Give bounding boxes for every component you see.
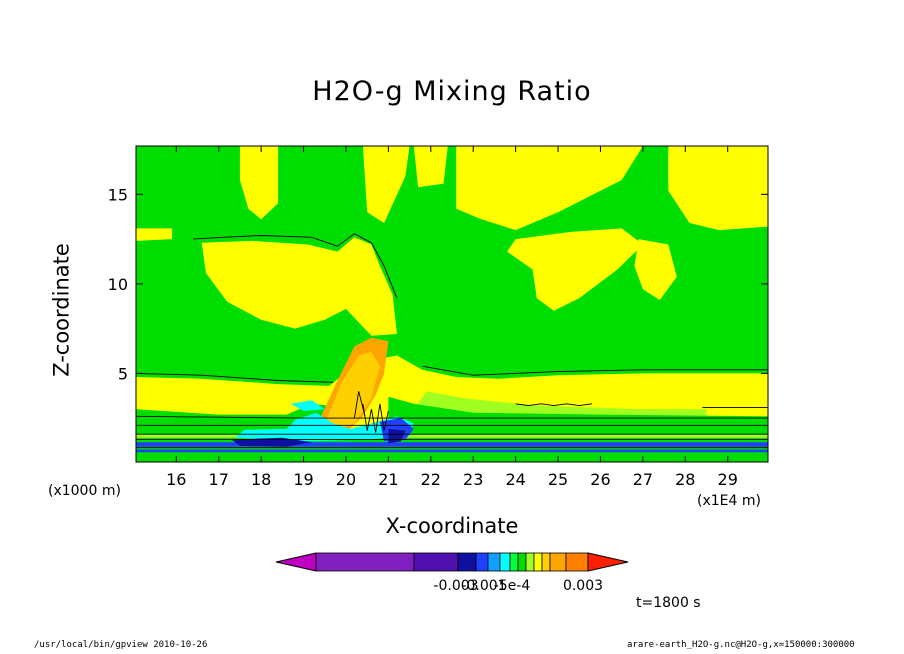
contour-region-3-0 (136, 403, 329, 435)
x-tick-label: 27 (633, 470, 653, 489)
contour-region-2-1 (413, 391, 707, 420)
contour-line-8 (362, 403, 389, 433)
contour-region-1-3 (456, 146, 643, 231)
contour-region-1-8 (201, 237, 397, 336)
x-tick-label: 21 (378, 470, 398, 489)
contour-lines (135, 233, 768, 449)
x-tick-label: 17 (209, 470, 229, 489)
colorbar-cell (315, 552, 415, 572)
colorbar-cell (499, 552, 511, 572)
colorbar-cell (475, 552, 489, 572)
colorbar-cell (275, 552, 317, 572)
colorbar-label: 0.003 (563, 578, 603, 594)
contour-line-0 (193, 233, 398, 299)
contour-region-7-0 (136, 442, 768, 447)
contour-line-9 (353, 391, 366, 419)
contour-region-9-0 (136, 452, 768, 462)
colorbar-cell (413, 552, 459, 572)
contour-line-2 (422, 365, 768, 376)
contour-region-7-1 (379, 418, 414, 442)
contour-line-1 (135, 372, 334, 383)
colorbar-cell (457, 552, 477, 572)
y-axis: 5 10 15 (108, 185, 768, 383)
colorbar-label: -0.001 (461, 578, 506, 594)
x-unit-label: (x1E4 m) (697, 493, 761, 509)
chart-title: H2O-g Mixing Ratio (312, 76, 592, 107)
colorbar-label: -0.003 (433, 578, 478, 594)
colorbar-cell (541, 552, 551, 572)
y-tick-label: 10 (108, 275, 128, 294)
colorbar-cell (525, 552, 535, 572)
x-tick-label: 28 (675, 470, 695, 489)
colorbar: -0.003-0.001-5e-4 0.003 (275, 552, 629, 594)
x-tick-label: 24 (505, 470, 525, 489)
y-tick-label: 15 (108, 185, 128, 204)
x-tick-label: 20 (336, 470, 356, 489)
x-tick-label: 22 (421, 470, 441, 489)
colorbar-cell (509, 552, 519, 572)
contour-region-6-1 (290, 400, 325, 411)
footer-left: /usr/local/bin/gpview 2010-10-26 (34, 640, 208, 650)
y-tick-label: 5 (118, 364, 128, 383)
contour-region-5-0 (320, 351, 380, 435)
footer-right: arare-earth_H2O-g.nc@H2O-g,x=150000:3000… (627, 640, 855, 650)
time-label: t=1800 s (636, 595, 701, 611)
z-unit-label: (x1000 m) (48, 483, 121, 499)
colorbar-cell (549, 552, 567, 572)
colorbar-label: -5e-4 (494, 578, 531, 594)
contour-region-1-7 (136, 228, 173, 241)
plot-frame (135, 145, 769, 463)
colorbar-cell (517, 552, 527, 572)
contour-region-1-4 (668, 146, 768, 231)
colorbar-cell (487, 552, 501, 572)
contour-region-10-0 (136, 449, 768, 453)
x-tick-label: 25 (548, 470, 568, 489)
plot-area (136, 146, 768, 462)
contour-region-3-1 (388, 396, 768, 435)
x-tick-label: 16 (166, 470, 186, 489)
x-tick-label: 26 (590, 470, 610, 489)
contour-line-10 (515, 403, 593, 407)
contour-region-1-6 (634, 239, 677, 300)
contour-line-3 (135, 415, 768, 419)
colorbar-cell (533, 552, 543, 572)
colorbar-cell (565, 552, 589, 572)
contour-region-1-0 (239, 146, 279, 220)
x-axis: 16 17 18 19 20 21 22 23 24 25 26 27 28 29 (166, 146, 738, 489)
x-tick-label: 18 (251, 470, 271, 489)
x-tick-label: 23 (463, 470, 483, 489)
contour-region-1-1 (362, 146, 410, 223)
y-axis-label: Z-coordinate (49, 243, 74, 377)
colorbar-cell (587, 552, 629, 572)
x-tick-label: 29 (718, 470, 738, 489)
x-axis-label: X-coordinate (385, 514, 519, 538)
contour-region-1-2 (413, 146, 448, 188)
x-tick-label: 19 (293, 470, 313, 489)
contour-region-1-5 (507, 228, 643, 311)
